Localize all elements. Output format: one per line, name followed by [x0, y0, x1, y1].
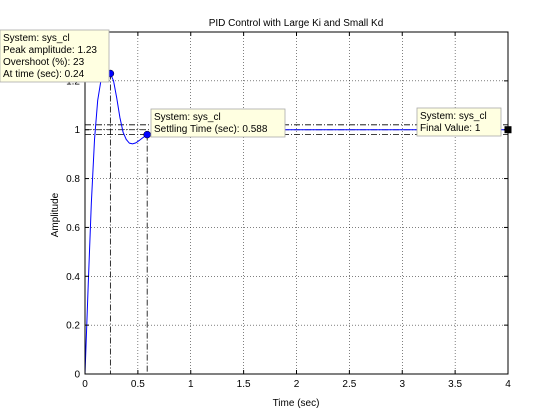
chart-title: PID Control with Large Ki and Small Kd [209, 18, 384, 29]
y-tick-label: 0.2 [66, 321, 80, 332]
final-datatip-text: Final Value: 1 [420, 123, 481, 134]
x-tick-label: 0 [82, 379, 88, 390]
x-tick-label: 4 [505, 379, 511, 390]
y-tick-label: 0.8 [66, 174, 80, 185]
x-ticks: 0 0.5 1 1.5 2 2.5 3 3.5 4 [82, 32, 511, 390]
y-axis-label: Amplitude [50, 192, 61, 237]
x-tick-label: 3 [399, 379, 405, 390]
grid-lines [85, 32, 508, 374]
y-tick-label: 0.6 [66, 223, 80, 234]
x-tick-label: 0.5 [131, 379, 145, 390]
settling-datatip-box[interactable] [150, 108, 286, 138]
settling-datatip-text: System: sys_cl [154, 112, 221, 123]
x-tick-label: 1 [188, 379, 194, 390]
x-tick-label: 1.5 [237, 379, 251, 390]
settling-datatip-marker[interactable] [143, 130, 151, 139]
y-tick-label: 0 [74, 370, 80, 381]
peak-datatip-text: Peak amplitude: 1.23 [3, 45, 97, 56]
peak-datatip-text: Overshoot (%): 23 [3, 57, 85, 68]
x-tick-label: 2.5 [342, 379, 356, 390]
y-tick-label: 1 [74, 125, 80, 136]
final-datatip-marker[interactable] [504, 126, 512, 134]
peak-datatip-text: At time (sec): 0.24 [3, 69, 85, 80]
settling-datatip-text: Settling Time (sec): 0.588 [154, 124, 268, 135]
final-datatip-text: System: sys_cl [420, 111, 487, 122]
x-tick-label: 2 [294, 379, 300, 390]
x-tick-label: 3.5 [448, 379, 462, 390]
peak-datatip-box[interactable] [0, 29, 110, 83]
final-datatip-box[interactable] [416, 107, 502, 137]
x-axis-label: Time (sec) [273, 398, 320, 409]
peak-datatip-text: System: sys_cl [3, 33, 70, 44]
y-tick-label: 0.4 [66, 272, 80, 283]
